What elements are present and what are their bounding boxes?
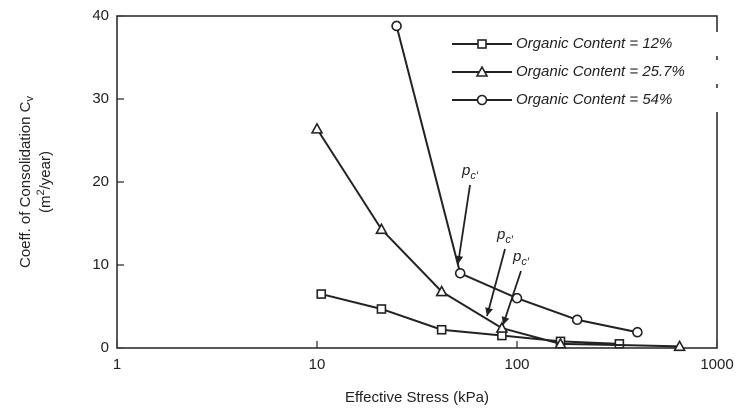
y-axis-unit-post: /year) — [37, 151, 54, 189]
y-tick-label: 10 — [92, 256, 109, 273]
x-tick-label: 10 — [309, 356, 326, 373]
annotation-sub: c′ — [505, 234, 514, 246]
marker — [673, 339, 686, 352]
legend-text: Organic Content = 54% — [516, 91, 672, 108]
marker — [614, 339, 625, 349]
series-line — [320, 293, 620, 345]
marker — [310, 122, 324, 134]
marker — [475, 65, 489, 77]
y-tick-label: 30 — [92, 90, 109, 107]
y-axis-title-sub: v — [24, 96, 36, 102]
annotation-arrowhead — [501, 316, 510, 325]
marker — [477, 39, 487, 49]
x-axis-title: Effective Stress (kPa) — [345, 389, 489, 406]
marker — [316, 289, 327, 299]
marker — [435, 284, 449, 297]
y-axis-unit-pre: (m — [37, 195, 54, 213]
y-axis-unit: (m2/year) — [35, 151, 54, 213]
x-tick-label: 1 — [113, 356, 121, 373]
series-line — [316, 128, 680, 348]
y-tick-label: 40 — [92, 7, 109, 24]
y-tick-label: 20 — [92, 173, 109, 190]
y-tick-label: 0 — [101, 339, 109, 356]
annotation-arrow — [502, 270, 522, 326]
marker — [436, 324, 447, 335]
marker — [454, 267, 466, 279]
x-tick-label: 100 — [504, 356, 529, 373]
y-axis-unit-sup: 2 — [35, 189, 47, 195]
annotation-sub: c′ — [470, 170, 479, 182]
annotation-sub: c′ — [521, 256, 530, 268]
marker — [495, 321, 509, 333]
y-axis-title: Coeff. of Consolidation Cv — [17, 96, 36, 269]
y-axis-title-text: Coeff. of Consolidation C — [17, 101, 34, 268]
marker — [554, 337, 567, 349]
annotation: pc′ — [512, 248, 530, 268]
marker — [375, 222, 388, 235]
annotation-label: p — [512, 248, 521, 265]
annotation-label: p — [496, 226, 505, 243]
x-tick-label: 1000 — [700, 356, 733, 373]
marker — [476, 94, 488, 106]
annotation-arrow — [457, 184, 471, 265]
annotation-arrow — [486, 248, 506, 317]
marker — [391, 20, 402, 32]
annotation-arrowhead — [455, 255, 464, 264]
annotation-label: p — [461, 162, 470, 179]
marker — [571, 314, 583, 326]
marker — [632, 326, 643, 338]
legend-text: Organic Content = 25.7% — [516, 63, 685, 80]
annotation-arrowhead — [485, 307, 493, 316]
annotation: pc′ — [461, 162, 479, 182]
marker — [376, 304, 387, 314]
annotation: pc′ — [496, 226, 514, 246]
legend-text: Organic Content = 12% — [516, 35, 672, 52]
